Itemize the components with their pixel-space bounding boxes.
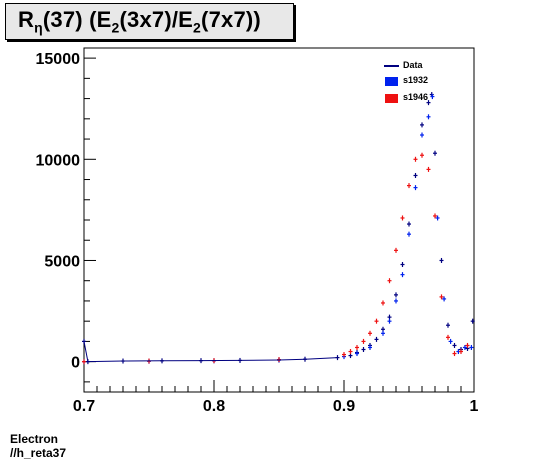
data-point-data: [470, 318, 475, 324]
legend-item-s1946: s1946: [382, 92, 472, 106]
legend-box-icon: [385, 77, 398, 86]
data-point-s1946: [465, 342, 470, 348]
data-point-s1932: [355, 351, 359, 357]
data-point-data: [426, 100, 431, 106]
data-point-s1946: [439, 294, 444, 300]
footer-path: //h_reta37: [10, 446, 67, 460]
data-point-s1946: [433, 213, 437, 219]
chart-title: Rη(37) (E2(3x7)/E2(7x7)): [18, 7, 261, 36]
data-point-s1946: [82, 359, 86, 365]
x-tick-label: 0.9: [333, 398, 355, 415]
legend: Data s1932 s1946: [382, 60, 472, 110]
y-tick-label: 5000: [44, 253, 80, 270]
data-point-s1946: [374, 318, 379, 324]
data-point-s1932: [442, 296, 447, 302]
data-point-s1946: [400, 215, 405, 221]
data-point-s1946: [407, 183, 411, 189]
data-point-data: [446, 322, 450, 328]
data-point-data: [433, 150, 437, 156]
data-point-s1932: [394, 298, 398, 304]
x-tick-label: 0.8: [203, 398, 225, 415]
data-point-s1932: [381, 330, 385, 336]
footer-label: Electron: [10, 432, 59, 446]
data-point-s1932: [387, 318, 392, 324]
data-point-s1946: [420, 152, 424, 158]
data-point-s1946: [413, 156, 418, 162]
data-point-s1946: [394, 247, 398, 253]
data-point-s1932: [420, 132, 424, 138]
data-point-s1932: [400, 272, 405, 278]
data-point-s1932: [407, 231, 411, 237]
y-tick-label: 10000: [36, 152, 81, 169]
data-point-data: [420, 122, 424, 128]
x-tick-label: 1: [470, 398, 479, 415]
data-point-s1932: [469, 344, 474, 350]
data-point-s1946: [361, 338, 366, 344]
data-point-s1932: [413, 185, 418, 191]
data-point-s1946: [342, 352, 346, 358]
legend-line-icon: [384, 65, 399, 67]
data-point-data: [452, 342, 457, 348]
data-point-data: [407, 221, 411, 227]
legend-box-icon: [385, 94, 398, 103]
x-tick-label: 0.7: [73, 398, 95, 415]
data-point-data: [394, 292, 398, 298]
data-point-s1932: [430, 94, 435, 100]
y-tick-label: 15000: [36, 51, 81, 68]
title-box: Rη(37) (E2(3x7)/E2(7x7)): [5, 3, 294, 40]
data-point-s1946: [459, 349, 463, 355]
data-point-s1946: [387, 278, 392, 284]
data-point-s1946: [426, 166, 431, 172]
data-point-data: [400, 262, 405, 268]
data-point-s1946: [452, 351, 457, 357]
data-baseline-line: [83, 341, 338, 363]
data-point-data: [439, 257, 444, 263]
data-point-s1932: [368, 344, 372, 350]
data-point-data: [361, 347, 366, 353]
legend-item-s1932: s1932: [382, 75, 472, 89]
legend-item-data: Data: [382, 60, 472, 74]
y-tick-label: 0: [71, 355, 80, 372]
data-point-s1946: [355, 344, 359, 350]
data-point-s1932: [462, 344, 467, 350]
data-point-s1946: [348, 349, 353, 355]
data-point-s1932: [448, 338, 453, 344]
data-point-data: [374, 336, 379, 342]
data-point-s1932: [435, 215, 440, 221]
data-point-s1946: [368, 330, 372, 336]
data-point-s1932: [426, 114, 431, 120]
data-point-s1946: [381, 300, 385, 306]
data-point-s1946: [446, 334, 450, 340]
data-point-data: [413, 172, 418, 178]
